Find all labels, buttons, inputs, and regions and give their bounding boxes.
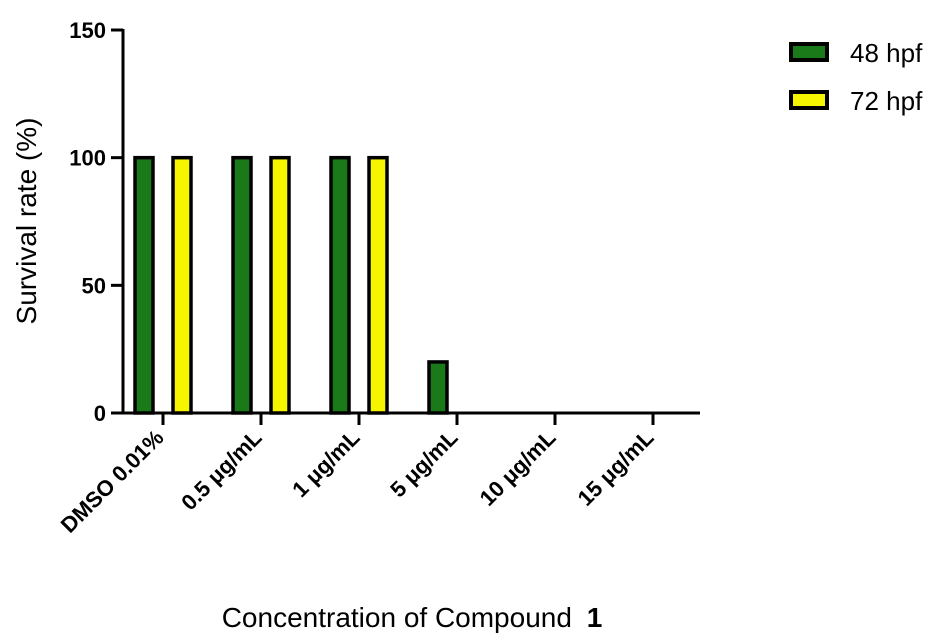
y-tick-label: 100	[69, 146, 106, 171]
x-tick-label: 10 μg/mL	[475, 425, 561, 511]
legend-label: 48 hpf	[850, 38, 923, 68]
bar	[427, 360, 449, 415]
x-tick-label: 15 μg/mL	[573, 425, 659, 511]
bars-group	[133, 155, 449, 415]
x-axis-title-bold: 1	[587, 602, 603, 633]
bar	[367, 155, 389, 415]
bar	[231, 155, 253, 415]
legend-label: 72 hpf	[850, 86, 923, 116]
x-tick-label: 0.5 μg/mL	[176, 425, 266, 515]
legend: 48 hpf 72 hpf	[789, 38, 923, 116]
x-axis-title-main: Concentration of Compound	[222, 602, 572, 633]
x-tick-label: 1 μg/mL	[287, 425, 364, 502]
y-axis: 0 50 100 150	[69, 18, 125, 426]
legend-swatch	[789, 90, 829, 110]
bar	[133, 155, 155, 415]
x-tick-label: DMSO 0.01%	[56, 425, 169, 538]
bar	[269, 155, 291, 415]
bar	[171, 155, 193, 415]
x-axis-title: Concentration of Compound 1	[222, 602, 603, 633]
y-tick-label: 50	[82, 273, 106, 298]
y-tick-label: 150	[69, 18, 106, 43]
x-tick-label: 5 μg/mL	[385, 425, 462, 502]
y-axis-title: Survival rate (%)	[11, 118, 42, 325]
y-tick-label: 0	[94, 401, 106, 426]
bar	[329, 155, 351, 415]
x-axis: DMSO 0.01% 0.5 μg/mL 1 μg/mL 5 μg/mL 10 μg/m…	[56, 411, 700, 538]
legend-swatch	[789, 42, 829, 62]
